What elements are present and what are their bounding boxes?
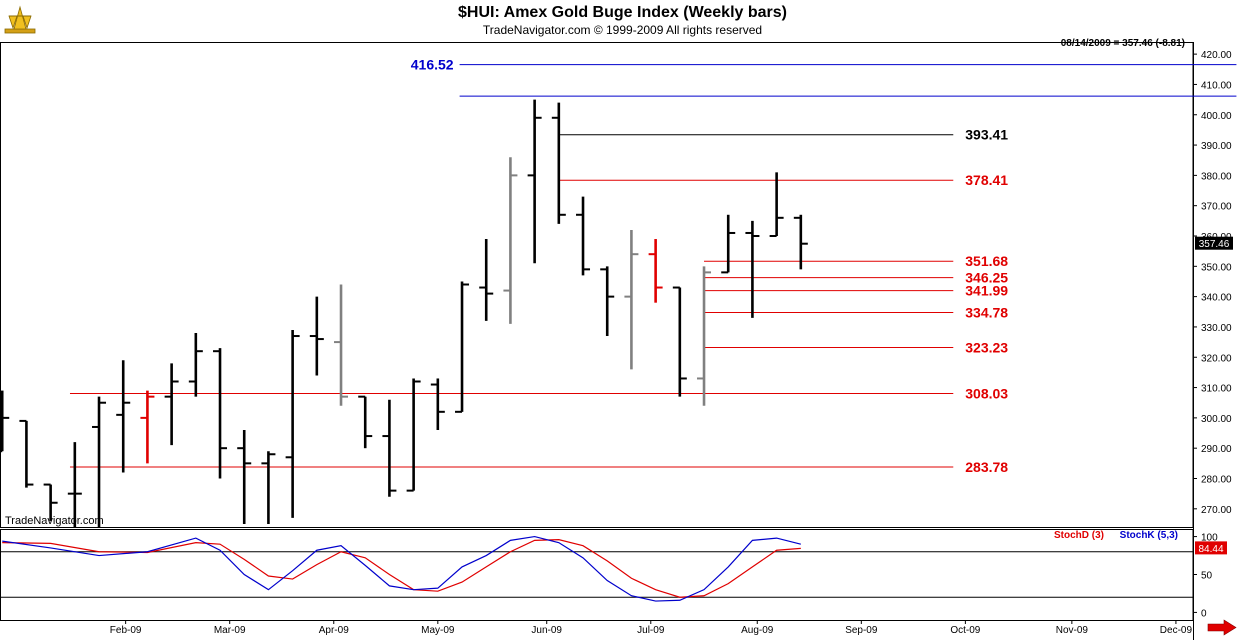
price-bar [648, 239, 663, 303]
y-tick-label: 390.00 [1201, 141, 1232, 152]
price-bar [261, 451, 276, 524]
y-tick-label: 400.00 [1201, 111, 1232, 122]
level-label: 351.68 [965, 253, 1008, 269]
price-bar [140, 390, 155, 464]
price-bar [334, 284, 349, 406]
price-bar [92, 396, 107, 527]
y-tick-label: 340.00 [1201, 293, 1232, 304]
chart-title: $HUI: Amex Gold Buge Index (Weekly bars) [458, 4, 787, 21]
price-bar [672, 286, 687, 397]
y-tick-label: 420.00 [1201, 50, 1232, 61]
x-tick-label: Jul-09 [637, 625, 665, 636]
price-bar [479, 239, 494, 321]
level-label: 283.78 [965, 459, 1008, 475]
level-label: 334.78 [965, 304, 1008, 320]
y-tick-label: 290.00 [1201, 444, 1232, 455]
price-bar [769, 172, 784, 237]
price-bar [309, 296, 324, 376]
level-label: 378.41 [965, 172, 1008, 188]
last-price-box [1195, 236, 1233, 250]
price-bar [164, 363, 179, 446]
price-bar [237, 430, 252, 524]
watermark-label: TradeNavigator.com [5, 515, 104, 527]
y-tick-label: 280.00 [1201, 475, 1232, 486]
stoch-last-value-label: 84.44 [1198, 544, 1223, 555]
x-tick-label: Nov-09 [1056, 625, 1089, 636]
y-tick-label: 320.00 [1201, 353, 1232, 364]
price-bar [382, 399, 397, 497]
y-tick-label: 350.00 [1201, 262, 1232, 273]
price-bar [697, 266, 712, 406]
x-tick-label: Jun-09 [531, 625, 562, 636]
price-bar [745, 220, 760, 318]
price-bar [116, 360, 131, 473]
x-tick-label: Dec-09 [1160, 625, 1193, 636]
level-label: 323.23 [965, 339, 1008, 355]
stoch-y-tick-label: 0 [1201, 608, 1207, 619]
price-bar [430, 378, 445, 430]
level-label: 416.52 [411, 57, 454, 73]
y-tick-label: 310.00 [1201, 384, 1232, 395]
stochk-line [2, 535, 801, 602]
stochd-line [2, 539, 801, 598]
x-tick-label: Aug-09 [741, 625, 774, 636]
price-bar [793, 214, 808, 270]
price-bar [721, 214, 736, 274]
price-bar [19, 419, 34, 488]
x-tick-label: Oct-09 [950, 625, 980, 636]
price-bar [358, 395, 373, 449]
legend-stochk: StochK (5,3) [1120, 530, 1178, 541]
level-label: 393.41 [965, 127, 1008, 143]
level-label: 346.25 [965, 270, 1008, 286]
price-bar [624, 229, 639, 370]
price-bar [600, 266, 615, 337]
scroll-right-arrow-icon[interactable] [1207, 619, 1237, 636]
stoch-y-tick-label: 50 [1201, 571, 1213, 582]
price-bar [576, 196, 591, 276]
price-bar [67, 442, 82, 527]
price-bar [551, 102, 566, 224]
x-tick-label: Sep-09 [845, 625, 878, 636]
x-tick-label: Mar-09 [214, 625, 246, 636]
price-bar [188, 333, 203, 397]
price-bar [503, 157, 518, 324]
price-bar [0, 390, 10, 453]
y-tick-label: 270.00 [1201, 505, 1232, 516]
price-panel-frame [0, 42, 1194, 528]
stoch-y-tick-label: 100 [1201, 533, 1218, 544]
price-bar [43, 483, 58, 521]
y-tick-label: 410.00 [1201, 80, 1232, 91]
level-label: 341.99 [965, 283, 1008, 299]
last-price-label: 357.46 [1199, 239, 1230, 250]
price-bar [527, 99, 542, 264]
x-tick-label: Apr-09 [319, 625, 349, 636]
y-tick-label: 300.00 [1201, 414, 1232, 425]
last-price-info: 08/14/2009 = 357.46 (-8.81) [1060, 38, 1185, 49]
y-tick-label: 370.00 [1201, 202, 1232, 213]
legend-stochd: StochD (3) [1054, 530, 1104, 541]
price-bar [455, 281, 470, 413]
chart-subtitle: TradeNavigator.com © 1999-2009 All right… [482, 23, 763, 37]
y-tick-label: 330.00 [1201, 323, 1232, 334]
stoch-last-value-box [1195, 541, 1227, 555]
x-tick-label: May-09 [421, 625, 455, 636]
price-bar [406, 378, 421, 492]
price-bar [213, 348, 228, 479]
x-tick-label: Feb-09 [110, 625, 142, 636]
level-label: 308.03 [965, 386, 1008, 402]
trade-navigator-logo-icon[interactable] [3, 4, 37, 36]
price-bar [285, 329, 300, 518]
y-tick-label: 380.00 [1201, 171, 1232, 182]
